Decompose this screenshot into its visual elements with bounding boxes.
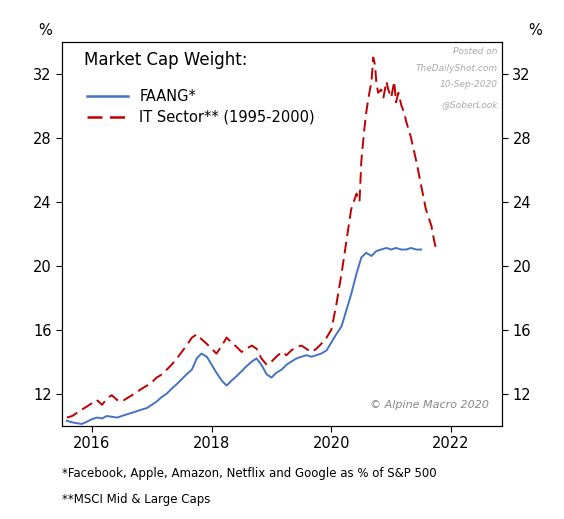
Text: Market Cap Weight:: Market Cap Weight: [84,51,248,69]
Text: Posted on: Posted on [453,47,497,56]
Text: 10-Sep-2020: 10-Sep-2020 [439,80,497,89]
Text: *Facebook, Apple, Amazon, Netflix and Google as % of S&P 500: *Facebook, Apple, Amazon, Netflix and Go… [62,467,437,480]
Text: **MSCI Mid & Large Caps: **MSCI Mid & Large Caps [62,493,210,506]
Text: %: % [528,23,542,38]
Text: © Alpine Macro 2020: © Alpine Macro 2020 [370,400,489,410]
Text: @SoberLook: @SoberLook [441,100,497,109]
Text: TheDailyShot.com: TheDailyShot.com [416,64,497,73]
Legend: FAANG*, IT Sector** (1995-2000): FAANG*, IT Sector** (1995-2000) [87,89,315,125]
Text: %: % [38,23,51,38]
